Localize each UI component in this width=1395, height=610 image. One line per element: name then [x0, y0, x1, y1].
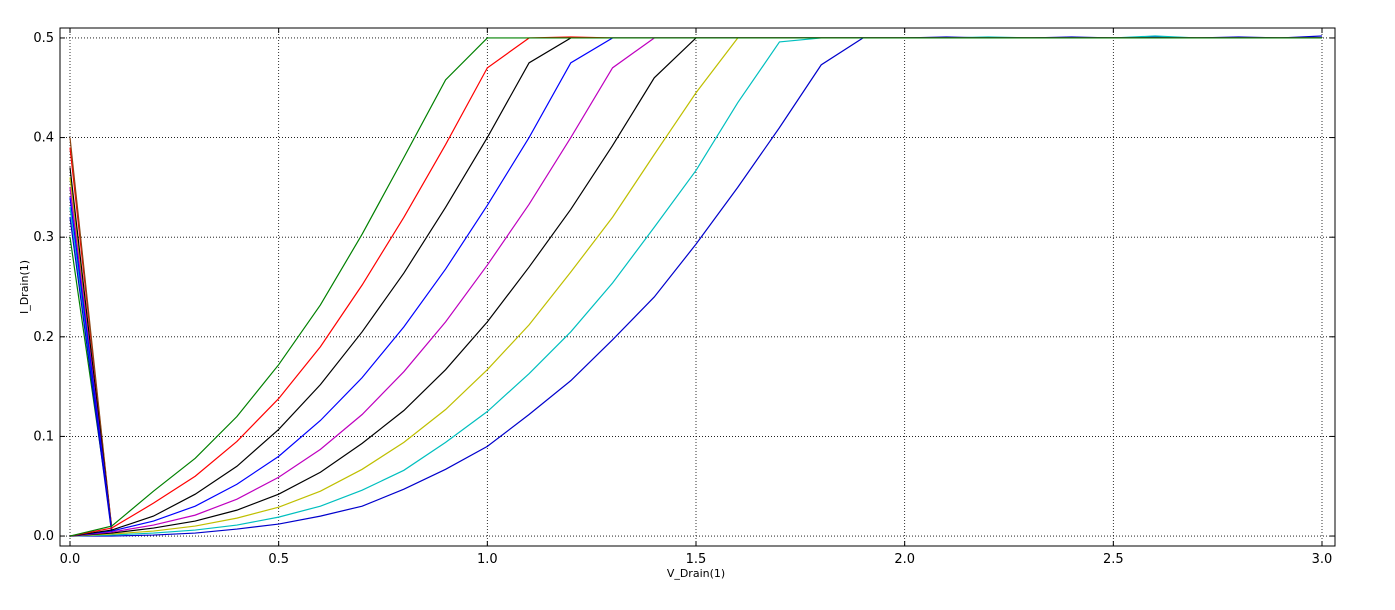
y-tick-label: 0.5 [33, 31, 54, 46]
y-axis-label: I_Drain(1) [18, 260, 31, 314]
spike-line-4 [69, 137, 113, 530]
x-tick-label: 2.0 [894, 552, 915, 567]
ticks: 0.0 0.5 1.0 1.5 2.0 2.5 3.0 0.0 0.1 0.2 0.3 0.4 0.5 [33, 28, 1335, 567]
spike-line-7 [69, 197, 113, 532]
y-tick-label: 0.3 [33, 230, 54, 245]
y-tick-label: 0.0 [33, 529, 54, 544]
plot-background [60, 28, 1335, 546]
x-tick-label: 1.5 [686, 552, 707, 567]
series-line-8 [69, 37, 1322, 537]
plot-frame [59, 27, 1336, 547]
x-tick-label: 0.5 [268, 552, 289, 567]
x-axis-label: V_Drain(1) [667, 567, 725, 580]
x-tick-label: 1.0 [477, 552, 498, 567]
y-tick-label: 0.2 [33, 330, 54, 345]
x-tick-label: 2.5 [1103, 552, 1124, 567]
spike-line-8 [69, 217, 113, 534]
y-tick-label: 0.1 [33, 429, 54, 444]
x-tick-label: 3.0 [1312, 552, 1333, 567]
y-tick-label: 0.4 [33, 131, 54, 146]
x-tick-label: 0.0 [60, 552, 81, 567]
series-layer [69, 35, 1323, 537]
